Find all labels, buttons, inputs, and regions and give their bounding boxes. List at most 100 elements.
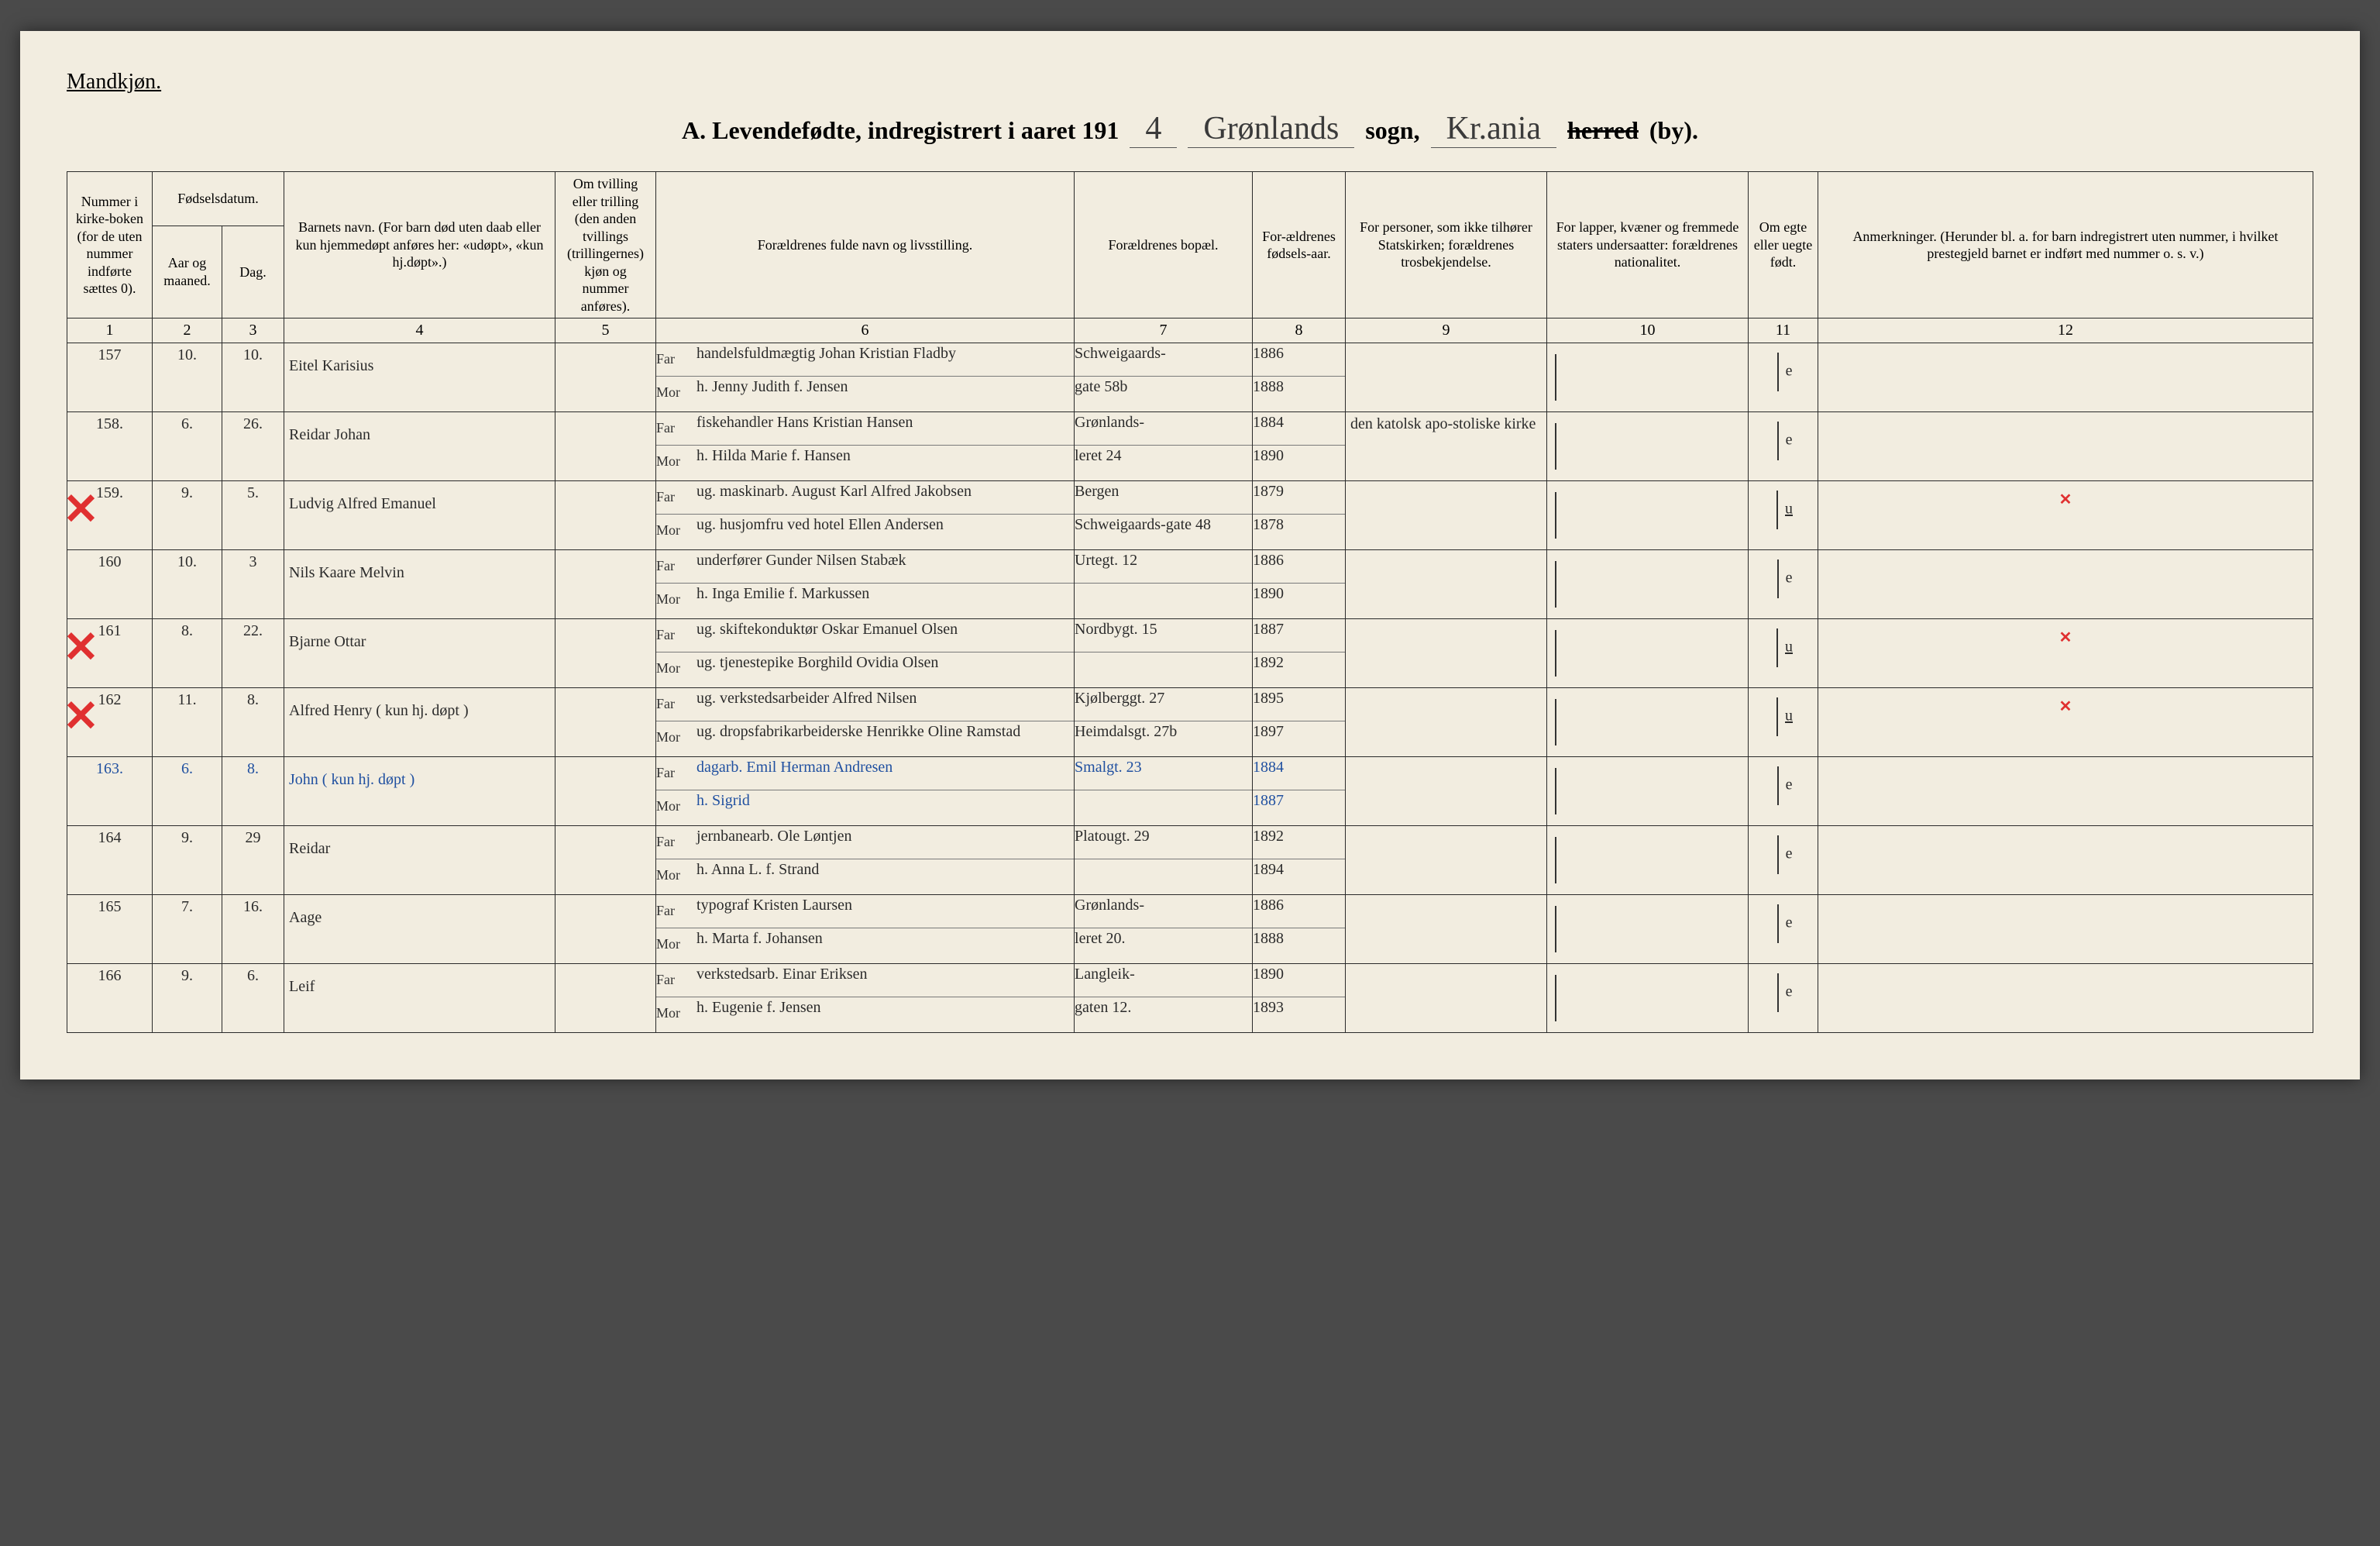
mother-label: Mor	[656, 584, 696, 616]
cell-twin	[555, 757, 656, 826]
cell-address: Nordbygt. 15	[1075, 619, 1253, 688]
table-row: ✕ 159. 9. 5. Ludvig Alfred Emanuel Far u…	[67, 481, 2313, 550]
cell-birth-years: 1884 1887	[1253, 757, 1346, 826]
entry-number: 158.	[96, 415, 123, 432]
col-header: Forældrenes bopæl.	[1075, 172, 1253, 318]
cell-child-name: Eitel Karisius	[284, 343, 555, 412]
cell-parents: Far ug. skiftekonduktør Oskar Emanuel Ol…	[656, 619, 1075, 688]
bracket-icon	[1555, 561, 1556, 608]
mother-label: Mor	[656, 377, 696, 409]
col-num: 8	[1253, 318, 1346, 343]
cell-child-name: Aage	[284, 895, 555, 964]
entry-number: 157	[98, 346, 122, 363]
cell-twin	[555, 550, 656, 619]
year-mother: 1888	[1253, 928, 1345, 961]
entry-number: 161	[98, 622, 122, 639]
cell-child-name: John ( kun hj. døpt )	[284, 757, 555, 826]
entry-number: 160	[98, 553, 122, 570]
legitimacy-value: e	[1786, 432, 1793, 449]
bracket-icon	[1776, 628, 1778, 667]
col-header: For-ældrenes fødsels-aar.	[1253, 172, 1346, 318]
cell-parents: Far verkstedsarb. Einar Eriksen Mor h. E…	[656, 964, 1075, 1033]
parish-name: Grønlands	[1188, 110, 1354, 148]
cell-address: Schweigaards- gate 58b	[1075, 343, 1253, 412]
year-mother: 1897	[1253, 721, 1345, 754]
father-value: fiskehandler Hans Kristian Hansen	[696, 412, 1074, 445]
mother-value: h. Inga Emilie f. Markussen	[696, 584, 1074, 616]
col-header: Om tvilling eller trilling (den anden tv…	[555, 172, 656, 318]
cell-nationality	[1547, 688, 1749, 757]
cell-twin	[555, 412, 656, 481]
table-row: 163. 6. 8. John ( kun hj. døpt ) Far dag…	[67, 757, 2313, 826]
cell-day: 3	[222, 550, 284, 619]
cell-notes	[1818, 412, 2313, 481]
address-mother	[1075, 584, 1252, 616]
cell-twin	[555, 826, 656, 895]
father-label: Far	[656, 343, 696, 376]
cell-legitimacy: e	[1749, 343, 1818, 412]
father-value: ug. maskinarb. August Karl Alfred Jakobs…	[696, 481, 1074, 514]
mother-value: h. Anna L. f. Strand	[696, 859, 1074, 892]
cell-parents: Far fiskehandler Hans Kristian Hansen Mo…	[656, 412, 1075, 481]
col-header: Anmerkninger. (Herunder bl. a. for barn …	[1818, 172, 2313, 318]
cell-nationality	[1547, 964, 1749, 1033]
cell-birth-years: 1886 1888	[1253, 895, 1346, 964]
cell-birth-years: 1890 1893	[1253, 964, 1346, 1033]
page-title: A. Levendefødte, indregistrert i aaret 1…	[67, 110, 2313, 148]
cell-number: 166	[67, 964, 153, 1033]
father-value: dagarb. Emil Herman Andresen	[696, 757, 1074, 790]
cell-birth-years: 1884 1890	[1253, 412, 1346, 481]
mother-label: Mor	[656, 652, 696, 685]
cell-number: ✕ 161	[67, 619, 153, 688]
address-father: Platougt. 29	[1075, 826, 1252, 859]
entry-number: 159.	[96, 484, 123, 501]
col-header: Forældrenes fulde navn og livsstilling.	[656, 172, 1075, 318]
bracket-icon	[1777, 766, 1779, 805]
cell-notes	[1818, 343, 2313, 412]
cell-parents: Far underfører Gunder Nilsen Stabæk Mor …	[656, 550, 1075, 619]
cell-child-name: Ludvig Alfred Emanuel	[284, 481, 555, 550]
legitimacy-value: e	[1786, 776, 1793, 794]
father-value: jernbanearb. Ole Løntjen	[696, 826, 1074, 859]
cell-number: 160	[67, 550, 153, 619]
col-num: 12	[1818, 318, 2313, 343]
cell-number: 164	[67, 826, 153, 895]
register-table: Nummer i kirke-boken (for de uten nummer…	[67, 171, 2313, 1033]
legitimacy-value: e	[1786, 914, 1793, 931]
cell-day: 29	[222, 826, 284, 895]
cell-month: 8.	[153, 619, 222, 688]
legitimacy-value: u	[1785, 708, 1793, 725]
father-label: Far	[656, 757, 696, 790]
cell-birth-years: 1879 1878	[1253, 481, 1346, 550]
father-value: handelsfuldmægtig Johan Kristian Fladby	[696, 343, 1074, 376]
cell-month: 10.	[153, 550, 222, 619]
cell-day: 10.	[222, 343, 284, 412]
mother-label: Mor	[656, 859, 696, 892]
cell-address: Langleik- gaten 12.	[1075, 964, 1253, 1033]
cell-twin	[555, 964, 656, 1033]
cell-legitimacy: u	[1749, 619, 1818, 688]
col-header: Om egte eller uegte født.	[1749, 172, 1818, 318]
cell-address: Kjølberggt. 27 Heimdalsgt. 27b	[1075, 688, 1253, 757]
red-x-mark-icon: ✕	[63, 691, 99, 741]
cell-nationality	[1547, 412, 1749, 481]
mother-value: ug. dropsfabrikarbeiderske Henrikke Olin…	[696, 721, 1074, 754]
mother-value: h. Marta f. Johansen	[696, 928, 1074, 961]
cell-month: 11.	[153, 688, 222, 757]
address-father: Schweigaards-	[1075, 343, 1252, 376]
bracket-icon	[1555, 423, 1556, 470]
cell-twin	[555, 688, 656, 757]
cell-notes	[1818, 757, 2313, 826]
year-father: 1895	[1253, 688, 1345, 721]
cell-religion	[1346, 619, 1547, 688]
cell-child-name: Alfred Henry ( kun hj. døpt )	[284, 688, 555, 757]
red-x-mark-icon: ✕	[2059, 629, 2072, 646]
mother-value: ug. tjenestepike Borghild Ovidia Olsen	[696, 652, 1074, 685]
cell-legitimacy: e	[1749, 895, 1818, 964]
entry-number: 164	[98, 829, 122, 846]
father-label: Far	[656, 688, 696, 721]
bracket-icon	[1555, 975, 1556, 1021]
cell-number: 157	[67, 343, 153, 412]
cell-day: 6.	[222, 964, 284, 1033]
address-father: Smalgt. 23	[1075, 757, 1252, 790]
